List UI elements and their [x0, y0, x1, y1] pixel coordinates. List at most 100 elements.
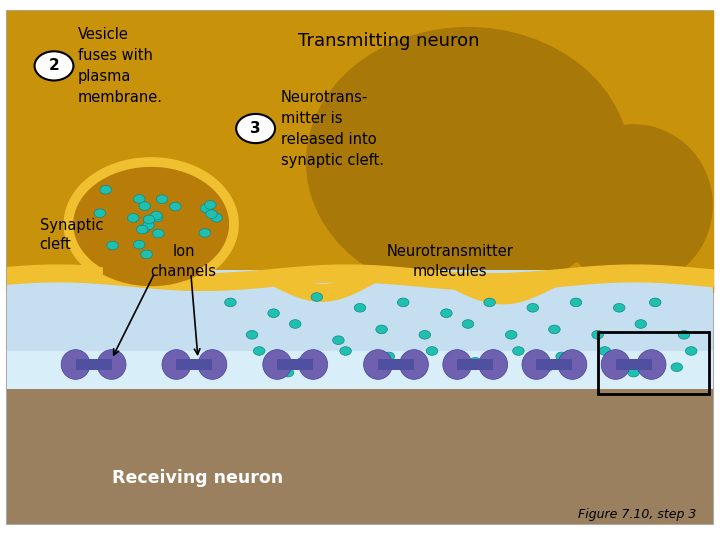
Circle shape: [35, 51, 73, 80]
Circle shape: [592, 330, 603, 339]
Circle shape: [289, 320, 301, 328]
Ellipse shape: [299, 350, 328, 379]
Circle shape: [671, 363, 683, 372]
Ellipse shape: [637, 350, 666, 379]
Circle shape: [419, 330, 431, 339]
Circle shape: [556, 352, 567, 361]
Ellipse shape: [443, 350, 472, 379]
Circle shape: [139, 202, 150, 211]
Circle shape: [383, 352, 395, 361]
Text: Neurotrans-
mitter is
released into
synaptic cleft.: Neurotrans- mitter is released into syna…: [281, 90, 384, 167]
Circle shape: [153, 229, 164, 238]
Ellipse shape: [306, 27, 630, 297]
Bar: [76, 359, 112, 370]
Circle shape: [268, 309, 279, 318]
Text: Receiving neuron: Receiving neuron: [112, 469, 283, 487]
Ellipse shape: [522, 350, 551, 379]
Circle shape: [455, 368, 467, 377]
Circle shape: [340, 347, 351, 355]
Circle shape: [211, 213, 222, 222]
Circle shape: [246, 330, 258, 339]
Circle shape: [541, 363, 553, 372]
Circle shape: [127, 214, 139, 222]
Bar: [457, 359, 493, 370]
Circle shape: [635, 320, 647, 328]
Text: 3: 3: [251, 121, 261, 136]
Circle shape: [685, 347, 697, 355]
Ellipse shape: [61, 350, 90, 379]
Circle shape: [206, 210, 217, 219]
Circle shape: [297, 357, 308, 366]
Circle shape: [143, 215, 155, 224]
Circle shape: [376, 325, 387, 334]
Circle shape: [397, 298, 409, 307]
Text: Vesicle
fuses with
plasma
membrane.: Vesicle fuses with plasma membrane.: [78, 27, 163, 105]
Ellipse shape: [263, 350, 292, 379]
Circle shape: [136, 225, 148, 234]
Bar: [378, 359, 414, 370]
Circle shape: [210, 352, 222, 361]
Bar: [176, 359, 212, 370]
Ellipse shape: [198, 350, 227, 379]
Ellipse shape: [554, 124, 713, 286]
Circle shape: [462, 320, 474, 328]
Circle shape: [628, 368, 639, 377]
Bar: [7, 351, 713, 389]
Circle shape: [469, 357, 481, 366]
Circle shape: [613, 303, 625, 312]
Circle shape: [678, 330, 690, 339]
Circle shape: [170, 202, 181, 211]
Circle shape: [599, 347, 611, 355]
Circle shape: [282, 368, 294, 377]
Circle shape: [204, 200, 216, 209]
Ellipse shape: [364, 350, 392, 379]
Circle shape: [505, 330, 517, 339]
Bar: [277, 359, 313, 370]
Circle shape: [236, 114, 275, 143]
Circle shape: [253, 347, 265, 355]
Bar: [7, 270, 713, 389]
Circle shape: [143, 221, 154, 230]
Ellipse shape: [162, 350, 191, 379]
Circle shape: [156, 195, 168, 204]
Circle shape: [133, 194, 145, 203]
Ellipse shape: [400, 350, 428, 379]
Ellipse shape: [558, 350, 587, 379]
Circle shape: [68, 162, 234, 286]
Text: Ion
channels: Ion channels: [150, 245, 217, 279]
Circle shape: [107, 241, 118, 250]
Ellipse shape: [479, 350, 508, 379]
Circle shape: [94, 209, 106, 218]
Circle shape: [369, 363, 380, 372]
Circle shape: [441, 309, 452, 318]
Text: Transmitting neuron: Transmitting neuron: [298, 31, 480, 50]
Circle shape: [199, 228, 210, 237]
Circle shape: [138, 225, 150, 233]
Circle shape: [150, 211, 162, 220]
Circle shape: [513, 347, 524, 355]
Circle shape: [642, 357, 654, 366]
Circle shape: [570, 298, 582, 307]
Text: Synaptic
cleft: Synaptic cleft: [40, 218, 103, 252]
Text: 2: 2: [49, 58, 59, 73]
Bar: [536, 359, 572, 370]
Circle shape: [426, 347, 438, 355]
Circle shape: [151, 213, 163, 222]
Circle shape: [200, 204, 212, 213]
Text: Figure 7.10, step 3: Figure 7.10, step 3: [578, 508, 696, 521]
Text: Neurotransmitter
molecules: Neurotransmitter molecules: [387, 245, 513, 279]
Circle shape: [527, 303, 539, 312]
Circle shape: [311, 293, 323, 301]
Bar: [598, 332, 709, 394]
Circle shape: [225, 298, 236, 307]
Bar: [7, 362, 713, 524]
Ellipse shape: [97, 350, 126, 379]
Circle shape: [354, 303, 366, 312]
Circle shape: [100, 185, 112, 194]
Bar: [616, 359, 652, 370]
Circle shape: [141, 250, 153, 259]
Circle shape: [549, 325, 560, 334]
Circle shape: [133, 240, 145, 249]
Circle shape: [484, 298, 495, 307]
Ellipse shape: [601, 350, 630, 379]
